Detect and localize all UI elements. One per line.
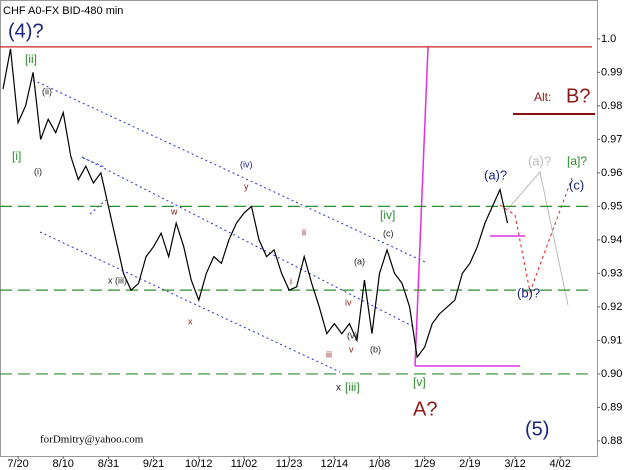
x-tick-label: 10/12 — [185, 458, 213, 470]
wave-label: v — [349, 344, 354, 354]
wave-label: (c) — [569, 177, 584, 192]
y-tick-label: 0.96 — [601, 167, 622, 179]
wave-label: [i] — [12, 149, 21, 163]
wave-label: iii — [326, 349, 332, 359]
y-tick-label: 0.95 — [601, 200, 622, 212]
wave-label: (v) — [347, 330, 358, 340]
wave-label: (iv) — [240, 159, 253, 169]
wave-label: (b) — [370, 344, 381, 354]
wave-label: w — [170, 206, 178, 216]
wave-label: y — [244, 181, 249, 191]
wave-label: x — [336, 383, 341, 394]
wave-label: i — [290, 276, 292, 286]
x-tick-label: 11/02 — [231, 458, 258, 470]
wave-label: (4)? — [8, 20, 44, 42]
y-tick-label: 0.91 — [601, 334, 622, 346]
footer: forDmitry@yahoo.com — [40, 434, 144, 446]
wave-label: (ii) — [42, 86, 52, 96]
y-tick-label: 0.89 — [601, 401, 622, 413]
y-tick-label: 0.98 — [601, 100, 622, 112]
wave-label: iv — [345, 297, 352, 307]
wave-label: (5) — [525, 418, 549, 440]
x-tick-label: 7/20 — [7, 458, 28, 470]
wave-label: B? — [566, 85, 590, 107]
chart-title: CHF A0-FX BID-480 min — [3, 5, 123, 17]
x-tick-label: 3/12 — [504, 458, 525, 470]
y-tick-label: 0.92 — [601, 301, 622, 313]
wave-label: A? — [413, 398, 437, 420]
wave-label: (c) — [383, 228, 394, 238]
y-tick-label: 0.94 — [601, 234, 622, 246]
x-tick-label: 1/08 — [369, 458, 390, 470]
wave-label: ii — [302, 227, 306, 237]
x-tick-label: 12/14 — [321, 458, 349, 470]
x-tick-label: 4/02 — [550, 458, 571, 470]
x-tick-label: 8/10 — [53, 458, 74, 470]
plot-frame — [0, 0, 598, 457]
wave-label: (a)? — [528, 153, 551, 168]
wave-label: x — [188, 316, 193, 326]
wave-label: [ii] — [25, 52, 37, 66]
wave-label: x (iii) — [108, 275, 127, 285]
x-tick-label: 2/19 — [459, 458, 480, 470]
channel-lines — [32, 79, 426, 373]
y-tick-label: 0.88 — [601, 435, 622, 447]
wave-label: [a]? — [567, 154, 587, 168]
wave-label: Alt: — [534, 90, 551, 104]
wave-label: [iv] — [380, 208, 395, 222]
wave-label: [v] — [413, 375, 426, 389]
wave-label: [iii] — [345, 380, 360, 394]
price-line — [2, 48, 509, 359]
y-tick-label: 0.90 — [601, 368, 622, 380]
x-tick-label: 9/21 — [143, 458, 164, 470]
x-tick-label: 1/29 — [414, 458, 435, 470]
y-tick-label: 0.97 — [601, 133, 622, 145]
wave-label: (a)? — [484, 167, 507, 182]
wave-label: (a) — [354, 256, 365, 266]
wave-label: (b)? — [517, 285, 540, 300]
y-tick-label: 0.99 — [601, 66, 622, 78]
x-tick-label: 11/23 — [276, 458, 303, 470]
wave-label: (i) — [34, 166, 42, 176]
x-tick-label: 8/31 — [98, 458, 119, 470]
y-tick-label: 1.0 — [601, 33, 616, 45]
y-tick-label: 0.93 — [601, 267, 622, 279]
